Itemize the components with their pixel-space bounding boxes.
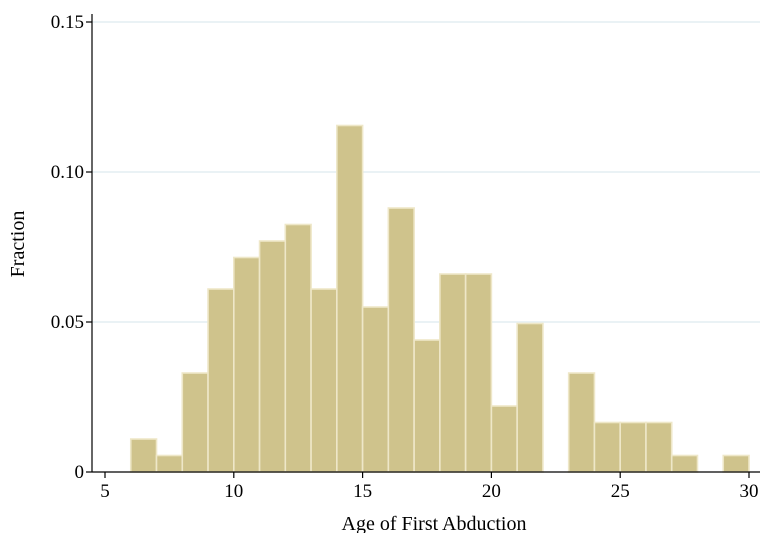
x-tick-label: 5 bbox=[100, 481, 110, 502]
axes bbox=[86, 14, 760, 478]
histogram-bar bbox=[593, 421, 622, 473]
histogram-bar bbox=[722, 454, 750, 473]
histogram-bar bbox=[284, 223, 312, 473]
x-tick-label: 10 bbox=[224, 481, 243, 502]
x-tick-label: 30 bbox=[740, 481, 759, 502]
bars bbox=[129, 124, 750, 473]
histogram-bar bbox=[155, 454, 184, 473]
x-tick-label: 20 bbox=[482, 481, 501, 502]
histogram-bar bbox=[619, 421, 647, 473]
histogram-bar bbox=[129, 438, 158, 473]
y-axis-title: Fraction bbox=[7, 211, 29, 278]
histogram-bar bbox=[233, 256, 261, 473]
histogram-bar bbox=[361, 306, 390, 473]
y-tick-labels: 0 0.05 0.10 0.15 bbox=[51, 12, 84, 483]
x-axis-title: Age of First Abduction bbox=[342, 513, 527, 533]
gridlines bbox=[92, 21, 760, 323]
histogram-bar bbox=[645, 421, 673, 473]
x-tick-label: 15 bbox=[353, 481, 372, 502]
histogram-bar bbox=[181, 372, 209, 473]
y-tick-label: 0.15 bbox=[51, 12, 84, 33]
histogram-bar bbox=[490, 405, 518, 473]
histogram-bar bbox=[516, 322, 544, 473]
y-tick-label: 0 bbox=[75, 462, 85, 483]
histogram-bar bbox=[207, 288, 235, 473]
y-tick-label: 0.10 bbox=[51, 162, 84, 183]
histogram-bar bbox=[439, 273, 467, 473]
histogram-bar bbox=[387, 207, 415, 473]
histogram-bar bbox=[413, 339, 441, 473]
histogram-bar bbox=[258, 240, 287, 473]
histogram-bar bbox=[310, 288, 338, 473]
x-tick-label: 25 bbox=[611, 481, 630, 502]
histogram-bar bbox=[336, 124, 364, 473]
histogram-bar bbox=[670, 454, 699, 473]
histogram-bar bbox=[464, 273, 493, 473]
y-tick-label: 0.05 bbox=[51, 312, 84, 333]
x-tick-labels: 5 10 15 20 25 30 bbox=[100, 481, 758, 502]
histogram-bar bbox=[567, 372, 596, 473]
